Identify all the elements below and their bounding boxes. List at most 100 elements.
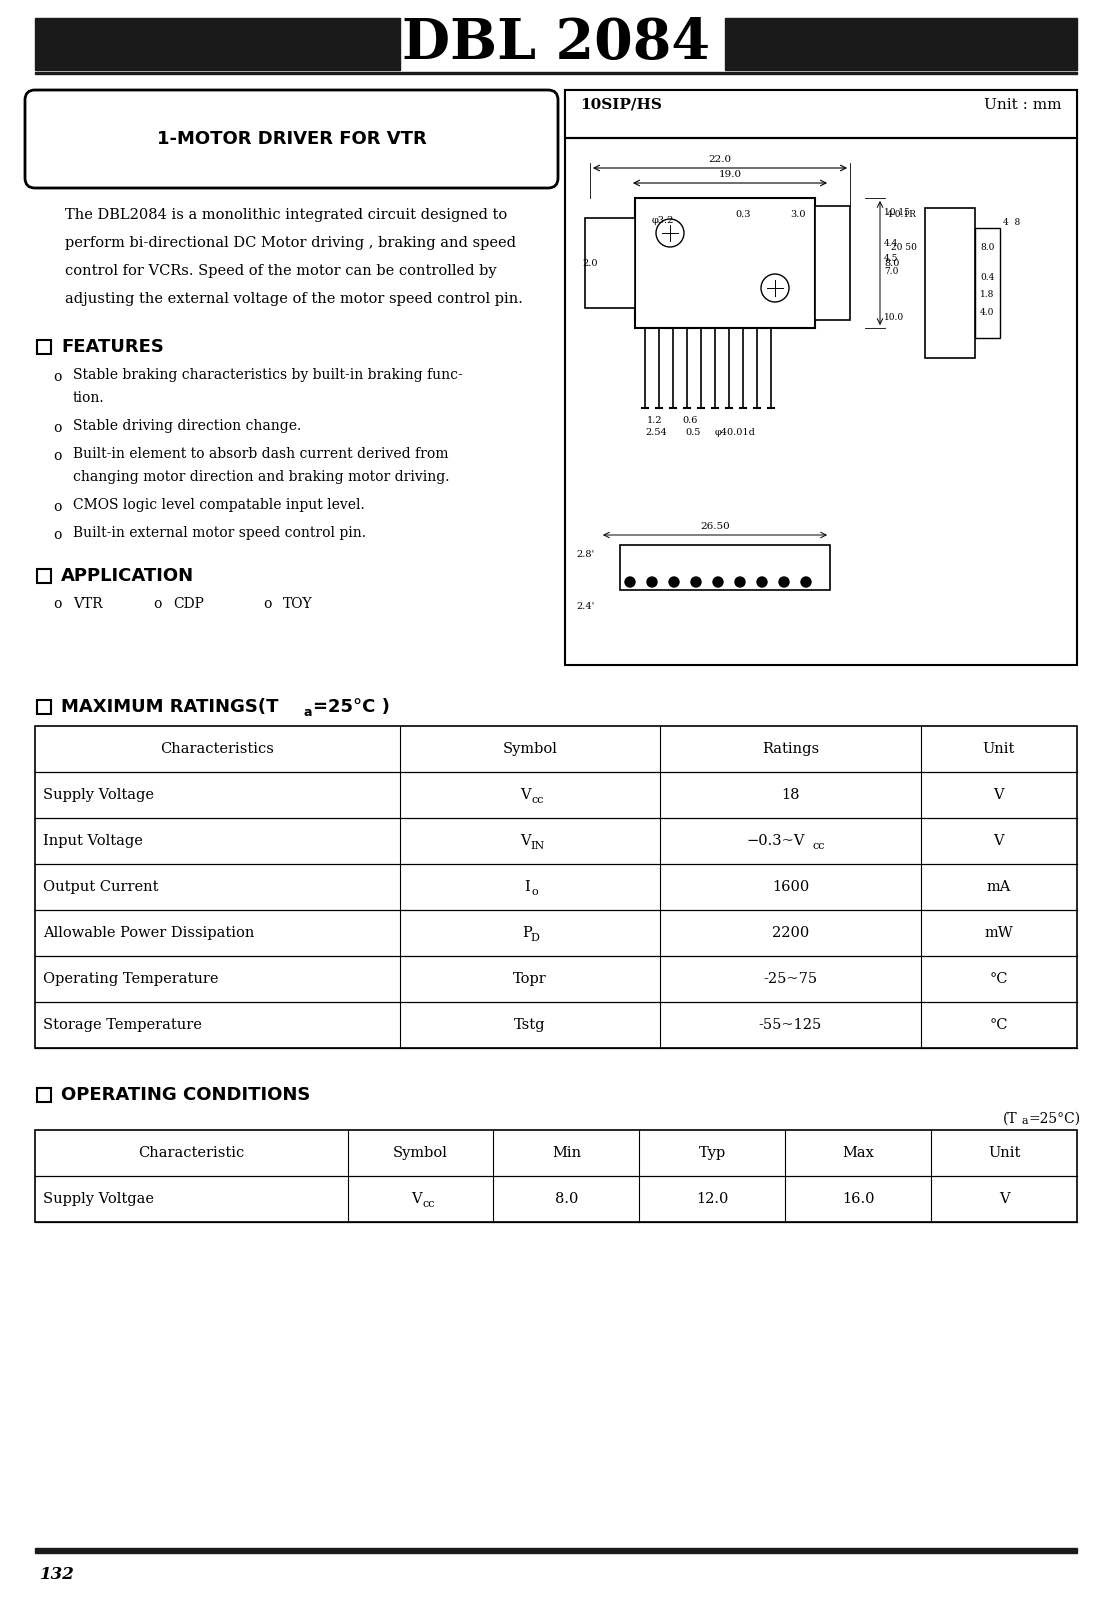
- Text: Stable driving direction change.: Stable driving direction change.: [73, 419, 301, 434]
- Bar: [34, 726, 1078, 1048]
- Circle shape: [801, 578, 811, 587]
- Text: The DBL2084 is a monolithic integrated circuit designed to: The DBL2084 is a monolithic integrated c…: [64, 208, 507, 222]
- Bar: [975, 227, 1000, 338]
- Text: D: D: [530, 933, 539, 942]
- Bar: [34, 1549, 1078, 1554]
- Text: perform bi-directional DC Motor driving , braking and speed: perform bi-directional DC Motor driving …: [64, 235, 516, 250]
- Bar: [635, 198, 815, 328]
- Bar: [925, 208, 975, 358]
- Text: V: V: [411, 1192, 421, 1206]
- Bar: [620, 546, 830, 590]
- Text: o: o: [53, 528, 61, 542]
- Text: Max: Max: [842, 1146, 874, 1160]
- Text: o: o: [153, 597, 161, 611]
- Text: 8.0: 8.0: [555, 1192, 578, 1206]
- Text: φ40.01d: φ40.01d: [715, 427, 756, 437]
- Text: V: V: [520, 834, 532, 848]
- Text: =25°C ): =25°C ): [312, 698, 390, 717]
- Text: VTR: VTR: [73, 597, 102, 611]
- Text: 2.4': 2.4': [577, 602, 595, 611]
- Bar: [585, 218, 635, 307]
- Text: °C: °C: [990, 971, 1009, 986]
- Text: Allowable Power Dissipation: Allowable Power Dissipation: [43, 926, 255, 939]
- Text: o: o: [53, 421, 61, 435]
- Text: -25~75: -25~75: [763, 971, 817, 986]
- Text: V: V: [993, 787, 1004, 802]
- Text: 0.5: 0.5: [685, 427, 701, 437]
- Text: Unit : mm: Unit : mm: [984, 98, 1062, 112]
- Text: MAXIMUM RATINGS(T: MAXIMUM RATINGS(T: [61, 698, 278, 717]
- Text: P: P: [522, 926, 532, 939]
- Text: CMOS logic level compatable input level.: CMOS logic level compatable input level.: [73, 498, 365, 512]
- Text: 1-MOTOR DRIVER FOR VTR: 1-MOTOR DRIVER FOR VTR: [157, 130, 426, 149]
- Circle shape: [757, 578, 767, 587]
- Circle shape: [647, 578, 657, 587]
- Text: -55~125: -55~125: [758, 1018, 822, 1032]
- Text: Supply Voltage: Supply Voltage: [43, 787, 153, 802]
- Text: Characteristics: Characteristics: [160, 742, 275, 757]
- Text: OPERATING CONDITIONS: OPERATING CONDITIONS: [61, 1086, 310, 1104]
- Circle shape: [735, 578, 745, 587]
- Text: Unit: Unit: [987, 1146, 1020, 1160]
- Text: 8.0: 8.0: [980, 243, 994, 251]
- Text: Topr: Topr: [513, 971, 547, 986]
- Bar: [34, 1130, 1078, 1222]
- Text: 2200: 2200: [772, 926, 810, 939]
- Text: 1600: 1600: [772, 880, 810, 894]
- Circle shape: [713, 578, 723, 587]
- Text: V: V: [993, 834, 1004, 848]
- Bar: [565, 90, 1078, 666]
- Bar: [725, 18, 1078, 70]
- Text: −0.3~V: −0.3~V: [746, 834, 805, 848]
- Text: APPLICATION: APPLICATION: [61, 566, 195, 586]
- Text: Unit: Unit: [983, 742, 1015, 757]
- Text: Output Current: Output Current: [43, 880, 159, 894]
- Text: °C: °C: [990, 1018, 1009, 1032]
- Bar: [37, 570, 51, 582]
- Bar: [565, 90, 1078, 138]
- Text: Supply Voltgae: Supply Voltgae: [43, 1192, 153, 1206]
- Text: o: o: [264, 597, 271, 611]
- Text: cc: cc: [812, 842, 825, 851]
- Text: Symbol: Symbol: [394, 1146, 448, 1160]
- Text: 22.0: 22.0: [708, 155, 732, 165]
- Text: 26.50: 26.50: [701, 522, 729, 531]
- Text: DBL 2084: DBL 2084: [403, 16, 709, 72]
- Circle shape: [691, 578, 701, 587]
- Text: Characteristic: Characteristic: [138, 1146, 245, 1160]
- Circle shape: [780, 578, 790, 587]
- Text: I: I: [524, 880, 529, 894]
- Text: o: o: [53, 499, 61, 514]
- Circle shape: [669, 578, 679, 587]
- Text: 0.6: 0.6: [683, 416, 697, 426]
- Text: =25°C): =25°C): [1027, 1112, 1080, 1126]
- Text: mW: mW: [984, 926, 1013, 939]
- Text: 2.0: 2.0: [582, 259, 597, 267]
- Text: 2.8': 2.8': [577, 550, 595, 558]
- Text: adjusting the external voltage of the motor speed control pin.: adjusting the external voltage of the mo…: [64, 291, 523, 306]
- Text: (T: (T: [1002, 1112, 1017, 1126]
- Text: FEATURES: FEATURES: [61, 338, 163, 357]
- Text: 19.0: 19.0: [718, 170, 742, 179]
- Text: TOY: TOY: [282, 597, 312, 611]
- Text: Min: Min: [552, 1146, 580, 1160]
- Text: o: o: [532, 886, 538, 898]
- Text: 4.0: 4.0: [980, 307, 994, 317]
- Text: mA: mA: [986, 880, 1011, 894]
- Text: changing motor direction and braking motor driving.: changing motor direction and braking mot…: [73, 470, 449, 483]
- Text: a: a: [1022, 1117, 1029, 1126]
- Text: o: o: [53, 370, 61, 384]
- Bar: [37, 341, 51, 354]
- Text: φ3.2: φ3.2: [652, 216, 674, 226]
- Text: Built-in element to absorb dash current derived from: Built-in element to absorb dash current …: [73, 446, 448, 461]
- Text: 10.0: 10.0: [884, 314, 904, 323]
- Text: V: V: [520, 787, 532, 802]
- Text: 1.2: 1.2: [647, 416, 663, 426]
- Bar: [34, 72, 1078, 74]
- Text: 10SIP/HS: 10SIP/HS: [580, 98, 662, 112]
- Text: IN: IN: [530, 842, 545, 851]
- Text: 0.4: 0.4: [980, 274, 994, 282]
- Text: 7.0: 7.0: [884, 267, 898, 275]
- Text: V: V: [999, 1192, 1010, 1206]
- Text: a: a: [302, 706, 311, 718]
